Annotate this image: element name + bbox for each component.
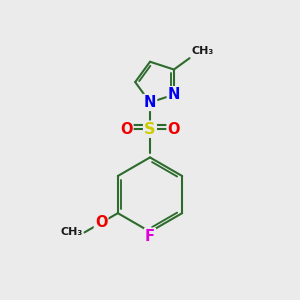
Text: N: N <box>144 95 156 110</box>
Text: S: S <box>144 122 156 137</box>
Text: O: O <box>120 122 133 137</box>
Text: N: N <box>168 87 180 102</box>
Text: F: F <box>145 229 155 244</box>
Text: CH₃: CH₃ <box>191 46 213 56</box>
Text: O: O <box>167 122 180 137</box>
Text: O: O <box>95 215 107 230</box>
Text: CH₃: CH₃ <box>61 227 83 238</box>
